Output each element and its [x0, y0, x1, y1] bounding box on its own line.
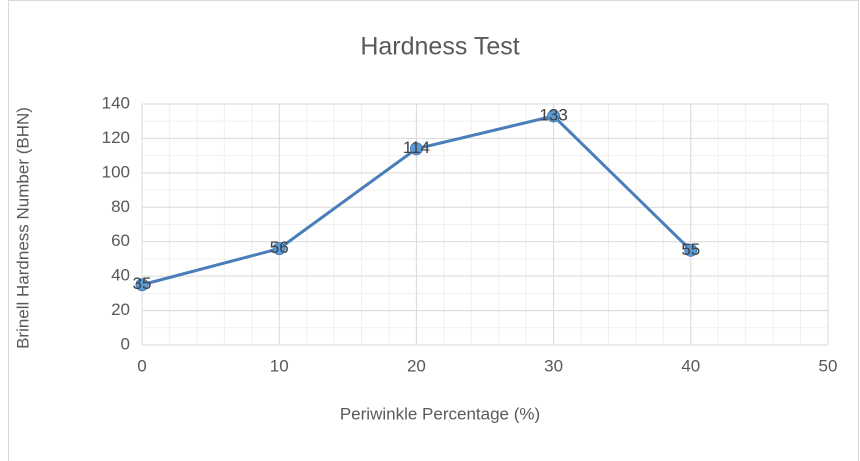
data-label: 55 — [681, 240, 700, 259]
chart-frame — [8, 0, 859, 461]
marker — [272, 242, 286, 256]
y-axis-label: Brinell Hardness Number (BHN) — [13, 107, 32, 349]
y-tick-label: 100 — [102, 162, 130, 181]
y-tick-label: 0 — [121, 334, 130, 353]
y-tick-label: 20 — [111, 300, 130, 319]
y-tick-label: 60 — [111, 231, 130, 250]
data-label: 35 — [133, 274, 152, 293]
data-label: 133 — [539, 106, 567, 125]
data-label: 114 — [403, 138, 430, 157]
y-tick-label: 140 — [102, 93, 130, 112]
chart-title: Hardness Test — [360, 33, 519, 61]
x-tick-label: 10 — [270, 356, 289, 375]
marker — [684, 243, 698, 257]
marker — [409, 142, 423, 156]
data-label: 56 — [270, 238, 289, 257]
y-tick-label: 40 — [111, 266, 130, 285]
x-axis-label: Periwinkle Percentage (%) — [340, 404, 540, 423]
x-tick-label: 50 — [819, 356, 838, 375]
marker — [135, 278, 149, 292]
marker — [547, 109, 561, 123]
y-tick-label: 80 — [111, 197, 130, 216]
x-tick-label: 40 — [681, 356, 700, 375]
x-tick-label: 30 — [544, 356, 563, 375]
y-tick-label: 120 — [102, 128, 130, 147]
x-tick-label: 0 — [137, 356, 146, 375]
x-tick-label: 20 — [407, 356, 426, 375]
